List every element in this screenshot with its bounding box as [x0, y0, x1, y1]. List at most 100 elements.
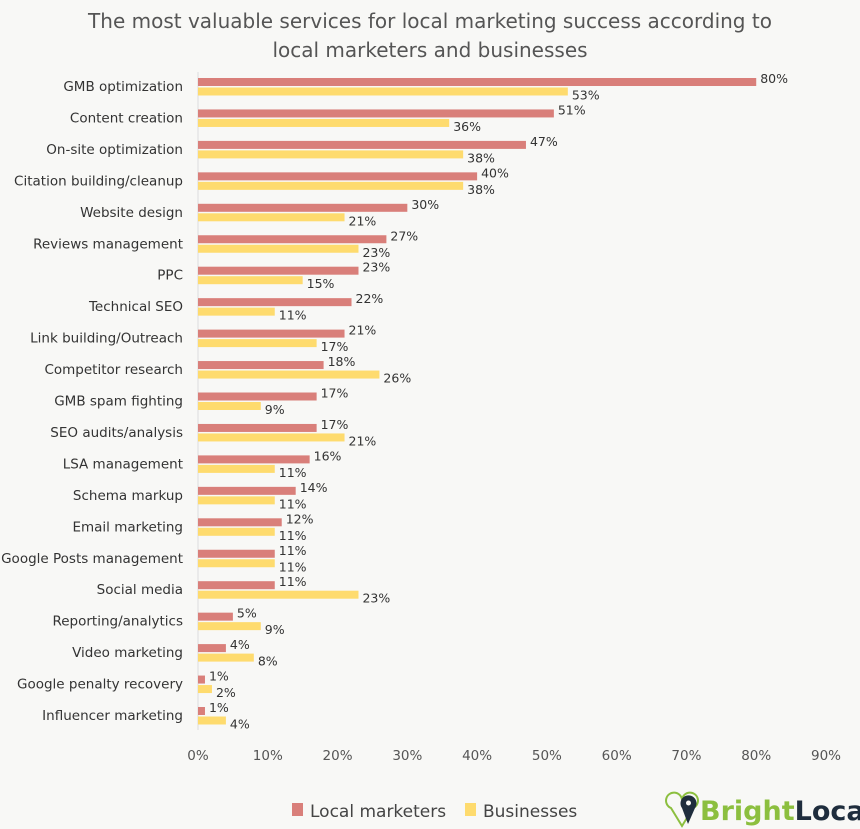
- data-label: 12%: [286, 511, 314, 526]
- data-label: 30%: [411, 197, 439, 212]
- data-label: 14%: [300, 480, 328, 495]
- map-pin-icon: [680, 795, 697, 824]
- category-label: GMB optimization: [63, 79, 183, 95]
- data-label: 9%: [265, 622, 285, 637]
- data-label: 8%: [258, 654, 278, 669]
- bar-businesses: [198, 118, 450, 127]
- legend-swatch-businesses: [465, 803, 476, 816]
- bar-local-marketers: [198, 423, 317, 432]
- bar-businesses: [198, 653, 254, 662]
- bar-local-marketers: [198, 329, 345, 338]
- category-label: Competitor research: [44, 362, 183, 378]
- bar-local-marketers: [198, 644, 226, 653]
- logo-text-local: Local: [795, 796, 860, 827]
- category-label: Content creation: [70, 110, 183, 126]
- data-label: 47%: [530, 134, 558, 149]
- bar-businesses: [198, 622, 261, 631]
- bar-local-marketers: [198, 518, 282, 527]
- bar-businesses: [198, 685, 212, 694]
- data-label: 9%: [265, 402, 285, 417]
- data-label: 21%: [349, 323, 377, 338]
- bar-local-marketers: [198, 203, 408, 212]
- data-label: 5%: [237, 606, 257, 621]
- category-label: Google Posts management: [1, 551, 183, 567]
- category-label: Website design: [80, 205, 183, 221]
- data-label: 15%: [307, 276, 335, 291]
- data-label: 38%: [467, 182, 495, 197]
- data-label: 16%: [314, 448, 342, 463]
- chart-title-line-2: local marketers and businesses: [272, 38, 587, 62]
- category-label: Link building/Outreach: [30, 331, 183, 347]
- data-label: 51%: [558, 102, 586, 117]
- bar-businesses: [198, 496, 275, 505]
- data-label: 1%: [209, 700, 229, 715]
- bar-local-marketers: [198, 707, 205, 715]
- category-label: Google penalty recovery: [17, 677, 183, 693]
- data-label: 11%: [279, 465, 307, 480]
- bar-businesses: [198, 559, 275, 568]
- category-label: Social media: [97, 582, 183, 598]
- data-label: 26%: [383, 371, 411, 386]
- category-label: GMB spam fighting: [54, 394, 183, 410]
- data-label: 11%: [279, 574, 307, 589]
- category-label: Video marketing: [72, 645, 183, 661]
- data-label: 4%: [230, 637, 250, 652]
- x-tick-label: 60%: [602, 748, 632, 764]
- category-label: Citation building/cleanup: [14, 173, 183, 189]
- category-label: PPC: [157, 268, 183, 284]
- bar-local-marketers: [198, 455, 310, 464]
- category-label: Technical SEO: [88, 299, 183, 315]
- bar-local-marketers: [198, 675, 205, 684]
- bar-businesses: [198, 276, 303, 285]
- bar-businesses: [198, 87, 568, 96]
- data-label: 23%: [362, 591, 390, 606]
- legend: Local marketers Businesses: [292, 802, 577, 822]
- bar-businesses: [198, 402, 261, 410]
- data-label: 36%: [453, 119, 481, 134]
- data-label: 11%: [279, 528, 307, 543]
- svg-text:BrightLocal: BrightLocal: [700, 796, 860, 827]
- bar-businesses: [198, 370, 380, 379]
- data-label: 27%: [390, 228, 418, 243]
- bar-local-marketers: [198, 266, 359, 275]
- x-tick-label: 90%: [811, 748, 841, 764]
- data-label: 2%: [216, 685, 236, 700]
- bar-businesses: [198, 150, 464, 159]
- bar-local-marketers: [198, 612, 233, 621]
- data-label: 4%: [230, 717, 250, 732]
- bar-businesses: [198, 307, 275, 316]
- bar-local-marketers: [198, 486, 296, 495]
- data-label: 17%: [321, 339, 349, 354]
- data-label: 18%: [328, 354, 356, 369]
- category-label: Reviews management: [33, 236, 183, 252]
- data-label: 23%: [362, 245, 390, 260]
- category-label: On-site optimization: [46, 142, 183, 158]
- bar-local-marketers: [198, 172, 478, 181]
- x-tick-label: 30%: [392, 748, 422, 764]
- chart-title-line-1: The most valuable services for local mar…: [87, 9, 772, 33]
- data-label: 17%: [321, 386, 349, 401]
- brightlocal-logo: BrightLocal: [665, 791, 860, 828]
- category-label: Reporting/analytics: [52, 614, 183, 630]
- bar-local-marketers: [198, 109, 554, 118]
- data-label: 11%: [279, 308, 307, 323]
- legend-label-businesses: Businesses: [483, 802, 577, 822]
- bar-local-marketers: [198, 78, 757, 86]
- data-label: 21%: [349, 433, 377, 448]
- data-label: 38%: [467, 150, 495, 165]
- x-tick-label: 70%: [671, 748, 701, 764]
- x-tick-label: 20%: [323, 748, 353, 764]
- data-label: 21%: [349, 213, 377, 228]
- bar-local-marketers: [198, 392, 317, 401]
- category-label: SEO audits/analysis: [50, 425, 183, 441]
- x-tick-label: 40%: [462, 748, 492, 764]
- category-label: Schema markup: [73, 488, 183, 504]
- bar-businesses: [198, 213, 345, 222]
- data-label: 11%: [279, 496, 307, 511]
- data-label: 17%: [321, 417, 349, 432]
- bar-local-marketers: [198, 361, 324, 370]
- data-label: 53%: [572, 88, 600, 103]
- bar-businesses: [198, 339, 317, 348]
- data-label: 40%: [481, 165, 509, 180]
